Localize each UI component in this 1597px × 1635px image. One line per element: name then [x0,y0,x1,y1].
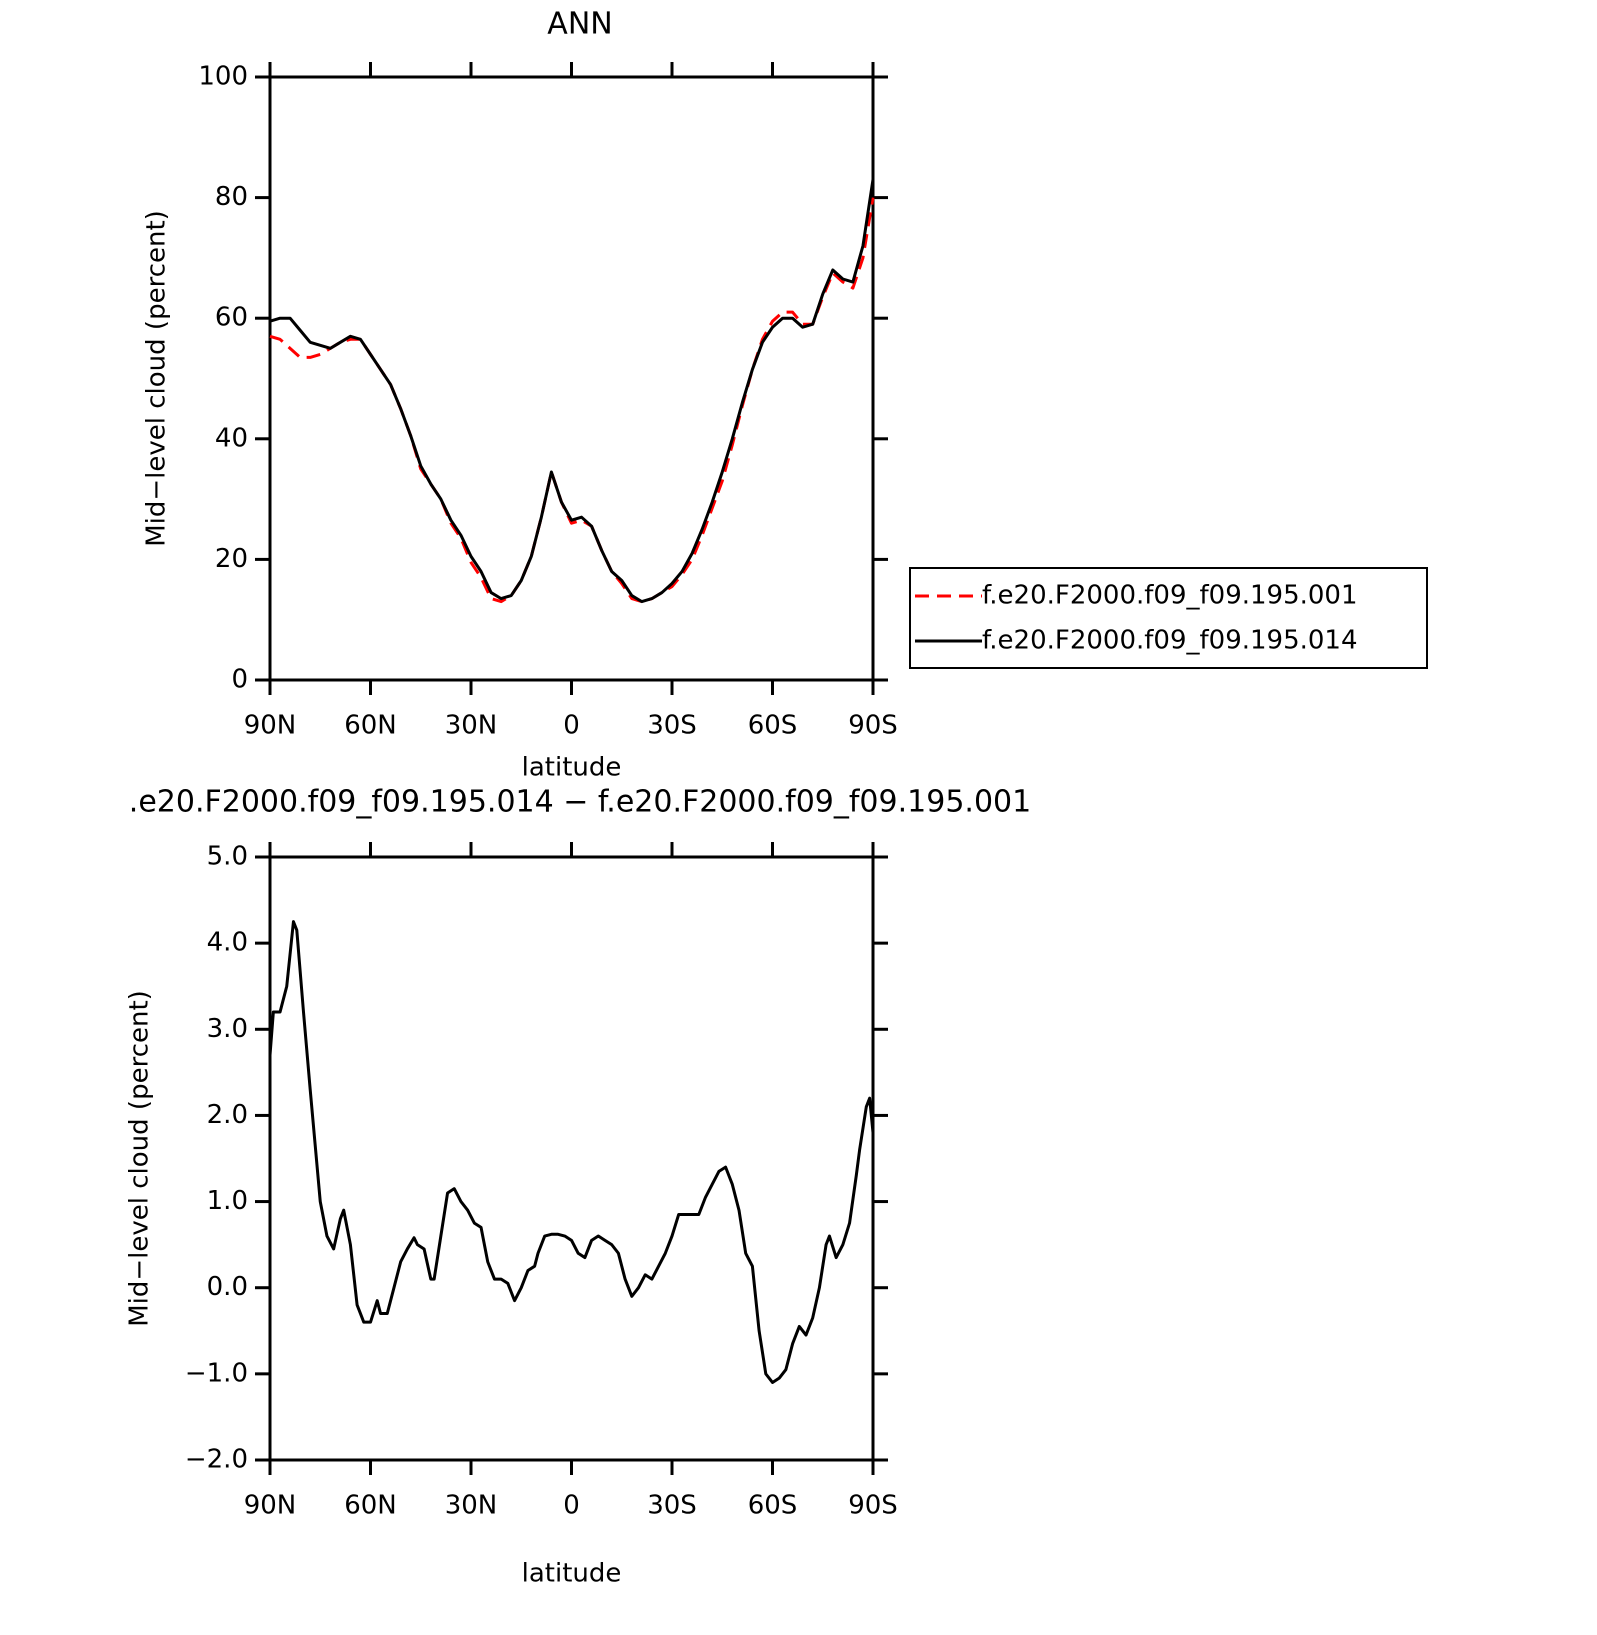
y-tick-label: 1.0 [207,1186,248,1216]
y-tick-label: 2.0 [207,1100,248,1130]
y-tick-label: 0 [231,665,248,695]
plot-frame [268,75,875,682]
x-tick-label: 60S [748,711,798,741]
chart-title: .e20.F2000.f09_f09.195.014 − f.e20.F2000… [129,785,1031,820]
y-tick-label: 4.0 [207,928,248,958]
x-tick-label: 30S [647,1491,697,1521]
data-line [269,179,875,604]
x-tick-label: 90S [848,711,898,741]
x-tick-label: 60S [748,1491,798,1521]
y-tick-label: 0.0 [207,1272,248,1302]
x-tick-label: 90N [244,1491,297,1521]
data-line [269,197,875,604]
data-line [268,920,875,1384]
legend-label: f.e20.F2000.f09_f09.195.014 [982,626,1358,656]
y-tick-label: 100 [198,62,248,92]
y-tick-label: −1.0 [185,1358,248,1388]
y-tick-label: −2.0 [185,1445,248,1475]
legend-box [909,567,1428,669]
legend-label: f.e20.F2000.f09_f09.195.001 [982,581,1358,611]
y-tick-label: 40 [215,423,248,453]
y-tick-label: 3.0 [207,1014,248,1044]
x-tick-label: 60N [344,1491,397,1521]
x-tick-label: 0 [563,711,580,741]
x-tick-label: 0 [563,1491,580,1521]
y-tick-label: 20 [215,544,248,574]
x-tick-label: 60N [344,711,397,741]
y-tick-label: 60 [215,303,248,333]
x-tick-label: 90S [848,1491,898,1521]
y-axis-label: Mid−level cloud (percent) [142,210,172,547]
y-tick-label: 80 [215,182,248,212]
x-axis-label: latitude [522,753,622,783]
y-tick-label: 5.0 [207,842,248,872]
x-axis-label: latitude [522,1559,622,1589]
x-tick-label: 30N [445,1491,498,1521]
chart-title: ANN [547,7,612,42]
x-tick-label: 90N [244,711,297,741]
plot-frame [268,855,875,1462]
y-axis-label: Mid−level cloud (percent) [125,990,155,1327]
x-tick-label: 30N [445,711,498,741]
x-tick-label: 30S [647,711,697,741]
